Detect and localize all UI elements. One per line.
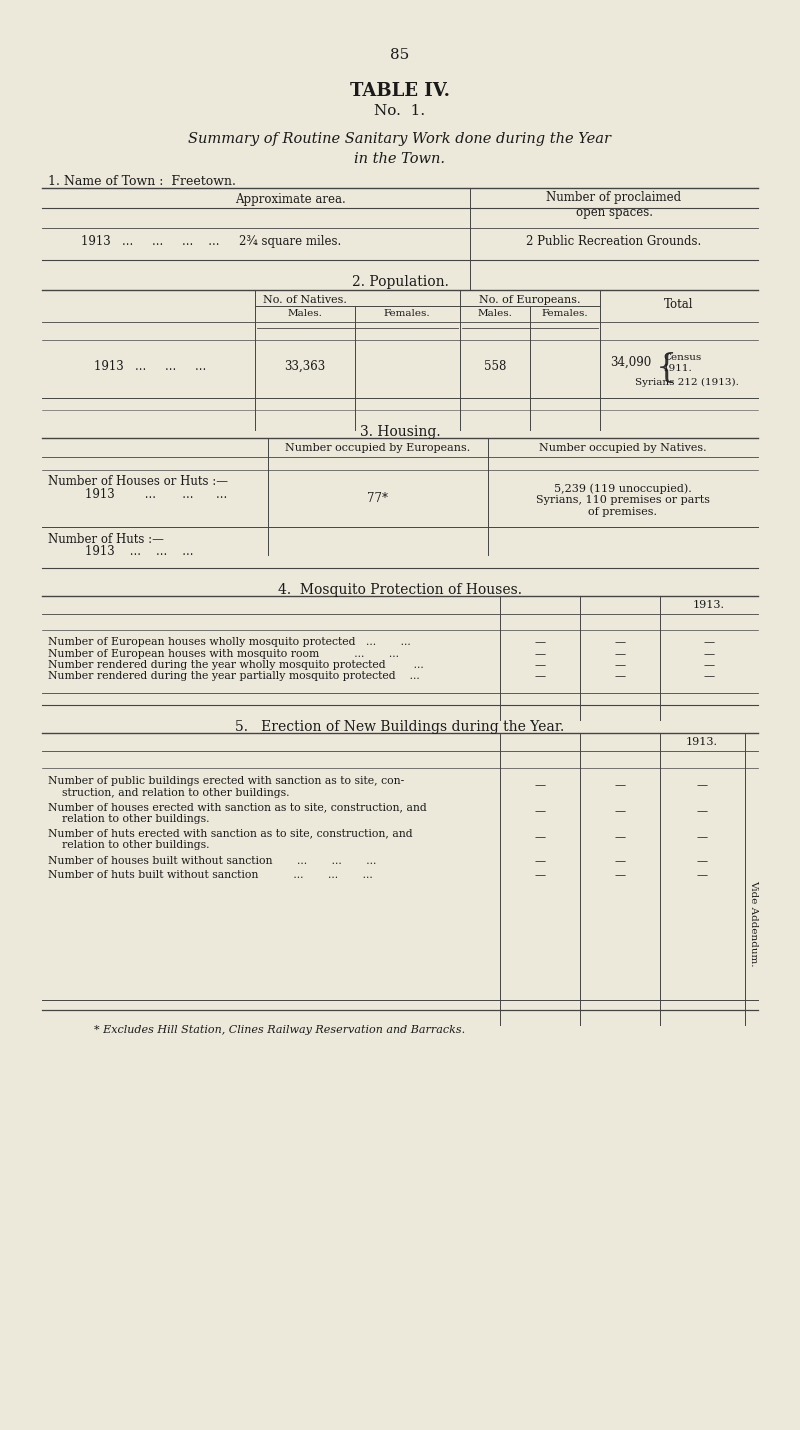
Text: Number of European houses wholly mosquito protected   ...       ...: Number of European houses wholly mosquit… bbox=[48, 636, 410, 646]
Text: —: — bbox=[697, 869, 707, 879]
Text: No. of Natives.: No. of Natives. bbox=[263, 295, 347, 305]
Text: —: — bbox=[703, 661, 714, 671]
Text: 1913    ...    ...    ...: 1913 ... ... ... bbox=[85, 545, 194, 558]
Text: —: — bbox=[614, 779, 626, 789]
Text: —: — bbox=[614, 661, 626, 671]
Text: Number of public buildings erected with sanction as to site, con-: Number of public buildings erected with … bbox=[48, 776, 404, 786]
Text: Summary of Routine Sanitary Work done during the Year: Summary of Routine Sanitary Work done du… bbox=[189, 132, 611, 146]
Text: Number of huts built without sanction          ...       ...       ...: Number of huts built without sanction ..… bbox=[48, 869, 373, 879]
Text: TABLE IV.: TABLE IV. bbox=[350, 82, 450, 100]
Text: Total: Total bbox=[664, 297, 694, 310]
Text: in the Town.: in the Town. bbox=[354, 152, 446, 166]
Text: relation to other buildings.: relation to other buildings. bbox=[48, 814, 210, 824]
Text: 1. Name of Town :  Freetown.: 1. Name of Town : Freetown. bbox=[48, 174, 236, 187]
Text: {: { bbox=[656, 352, 678, 385]
Text: * Excludes Hill Station, Clines Railway Reservation and Barracks.: * Excludes Hill Station, Clines Railway … bbox=[94, 1025, 466, 1035]
Text: 5,239 (119 unoccupied).: 5,239 (119 unoccupied). bbox=[554, 483, 692, 493]
Text: —: — bbox=[534, 649, 546, 659]
Text: Number of Houses or Huts :—: Number of Houses or Huts :— bbox=[48, 475, 228, 488]
Text: Males.: Males. bbox=[478, 309, 513, 317]
Text: No. of Europeans.: No. of Europeans. bbox=[479, 295, 581, 305]
Text: —: — bbox=[614, 832, 626, 842]
Text: —: — bbox=[703, 649, 714, 659]
Text: 77*: 77* bbox=[367, 492, 389, 505]
Text: 2 Public Recreation Grounds.: 2 Public Recreation Grounds. bbox=[526, 235, 702, 247]
Text: 34,090: 34,090 bbox=[610, 356, 651, 369]
Text: —: — bbox=[534, 636, 546, 646]
Text: Number of houses erected with sanction as to site, construction, and: Number of houses erected with sanction a… bbox=[48, 802, 426, 812]
Text: —: — bbox=[697, 832, 707, 842]
Text: 2¾ square miles.: 2¾ square miles. bbox=[239, 235, 341, 247]
Text: relation to other buildings.: relation to other buildings. bbox=[48, 839, 210, 849]
Text: struction, and relation to other buildings.: struction, and relation to other buildin… bbox=[48, 788, 290, 798]
Text: 3. Housing.: 3. Housing. bbox=[360, 425, 440, 439]
Text: —: — bbox=[614, 869, 626, 879]
Text: —: — bbox=[703, 636, 714, 646]
Text: Females.: Females. bbox=[542, 309, 588, 317]
Text: 1913.: 1913. bbox=[686, 736, 718, 746]
Text: —: — bbox=[534, 671, 546, 681]
Text: —: — bbox=[614, 807, 626, 817]
Text: —: — bbox=[697, 807, 707, 817]
Text: 1911.: 1911. bbox=[663, 365, 693, 373]
Text: 1913        ...       ...      ...: 1913 ... ... ... bbox=[85, 488, 227, 500]
Text: —: — bbox=[534, 807, 546, 817]
Text: 1913   ...     ...     ...    ...: 1913 ... ... ... ... bbox=[81, 235, 219, 247]
Text: Number rendered during the year partially mosquito protected    ...: Number rendered during the year partiall… bbox=[48, 671, 420, 681]
Text: Number occupied by Natives.: Number occupied by Natives. bbox=[539, 443, 707, 453]
Text: 1913.: 1913. bbox=[693, 601, 725, 611]
Text: Census: Census bbox=[663, 353, 702, 362]
Text: —: — bbox=[697, 857, 707, 867]
Text: of premises.: of premises. bbox=[589, 508, 658, 518]
Text: No.  1.: No. 1. bbox=[374, 104, 426, 119]
Text: Number of huts erected with sanction as to site, construction, and: Number of huts erected with sanction as … bbox=[48, 828, 413, 838]
Text: 1913   ...     ...     ...: 1913 ... ... ... bbox=[94, 360, 206, 373]
Text: Vide Addendum.: Vide Addendum. bbox=[750, 879, 758, 967]
Text: —: — bbox=[534, 661, 546, 671]
Text: —: — bbox=[534, 779, 546, 789]
Text: Syrians, 110 premises or parts: Syrians, 110 premises or parts bbox=[536, 495, 710, 505]
Text: Number of European houses with mosquito room          ...       ...: Number of European houses with mosquito … bbox=[48, 649, 399, 659]
Text: —: — bbox=[614, 636, 626, 646]
Text: 4.  Mosquito Protection of Houses.: 4. Mosquito Protection of Houses. bbox=[278, 583, 522, 596]
Text: Females.: Females. bbox=[384, 309, 430, 317]
Text: —: — bbox=[534, 869, 546, 879]
Text: Approximate area.: Approximate area. bbox=[234, 193, 346, 206]
Text: —: — bbox=[697, 779, 707, 789]
Text: —: — bbox=[703, 671, 714, 681]
Text: 2. Population.: 2. Population. bbox=[351, 275, 449, 289]
Text: —: — bbox=[534, 832, 546, 842]
Text: 558: 558 bbox=[484, 360, 506, 373]
Text: 33,363: 33,363 bbox=[284, 360, 326, 373]
Text: —: — bbox=[614, 671, 626, 681]
Text: Syrians 212 (1913).: Syrians 212 (1913). bbox=[635, 378, 739, 388]
Text: Number rendered during the year wholly mosquito protected        ...: Number rendered during the year wholly m… bbox=[48, 661, 424, 671]
Text: —: — bbox=[534, 857, 546, 867]
Text: 5.   Erection of New Buildings during the Year.: 5. Erection of New Buildings during the … bbox=[235, 719, 565, 734]
Text: 85: 85 bbox=[390, 49, 410, 61]
Text: Number occupied by Europeans.: Number occupied by Europeans. bbox=[286, 443, 470, 453]
Text: —: — bbox=[614, 857, 626, 867]
Text: —: — bbox=[614, 649, 626, 659]
Text: Number of proclaimed
open spaces.: Number of proclaimed open spaces. bbox=[546, 192, 682, 219]
Text: Number of houses built without sanction       ...       ...       ...: Number of houses built without sanction … bbox=[48, 857, 376, 867]
Text: Males.: Males. bbox=[287, 309, 322, 317]
Text: Number of Huts :—: Number of Huts :— bbox=[48, 533, 164, 546]
